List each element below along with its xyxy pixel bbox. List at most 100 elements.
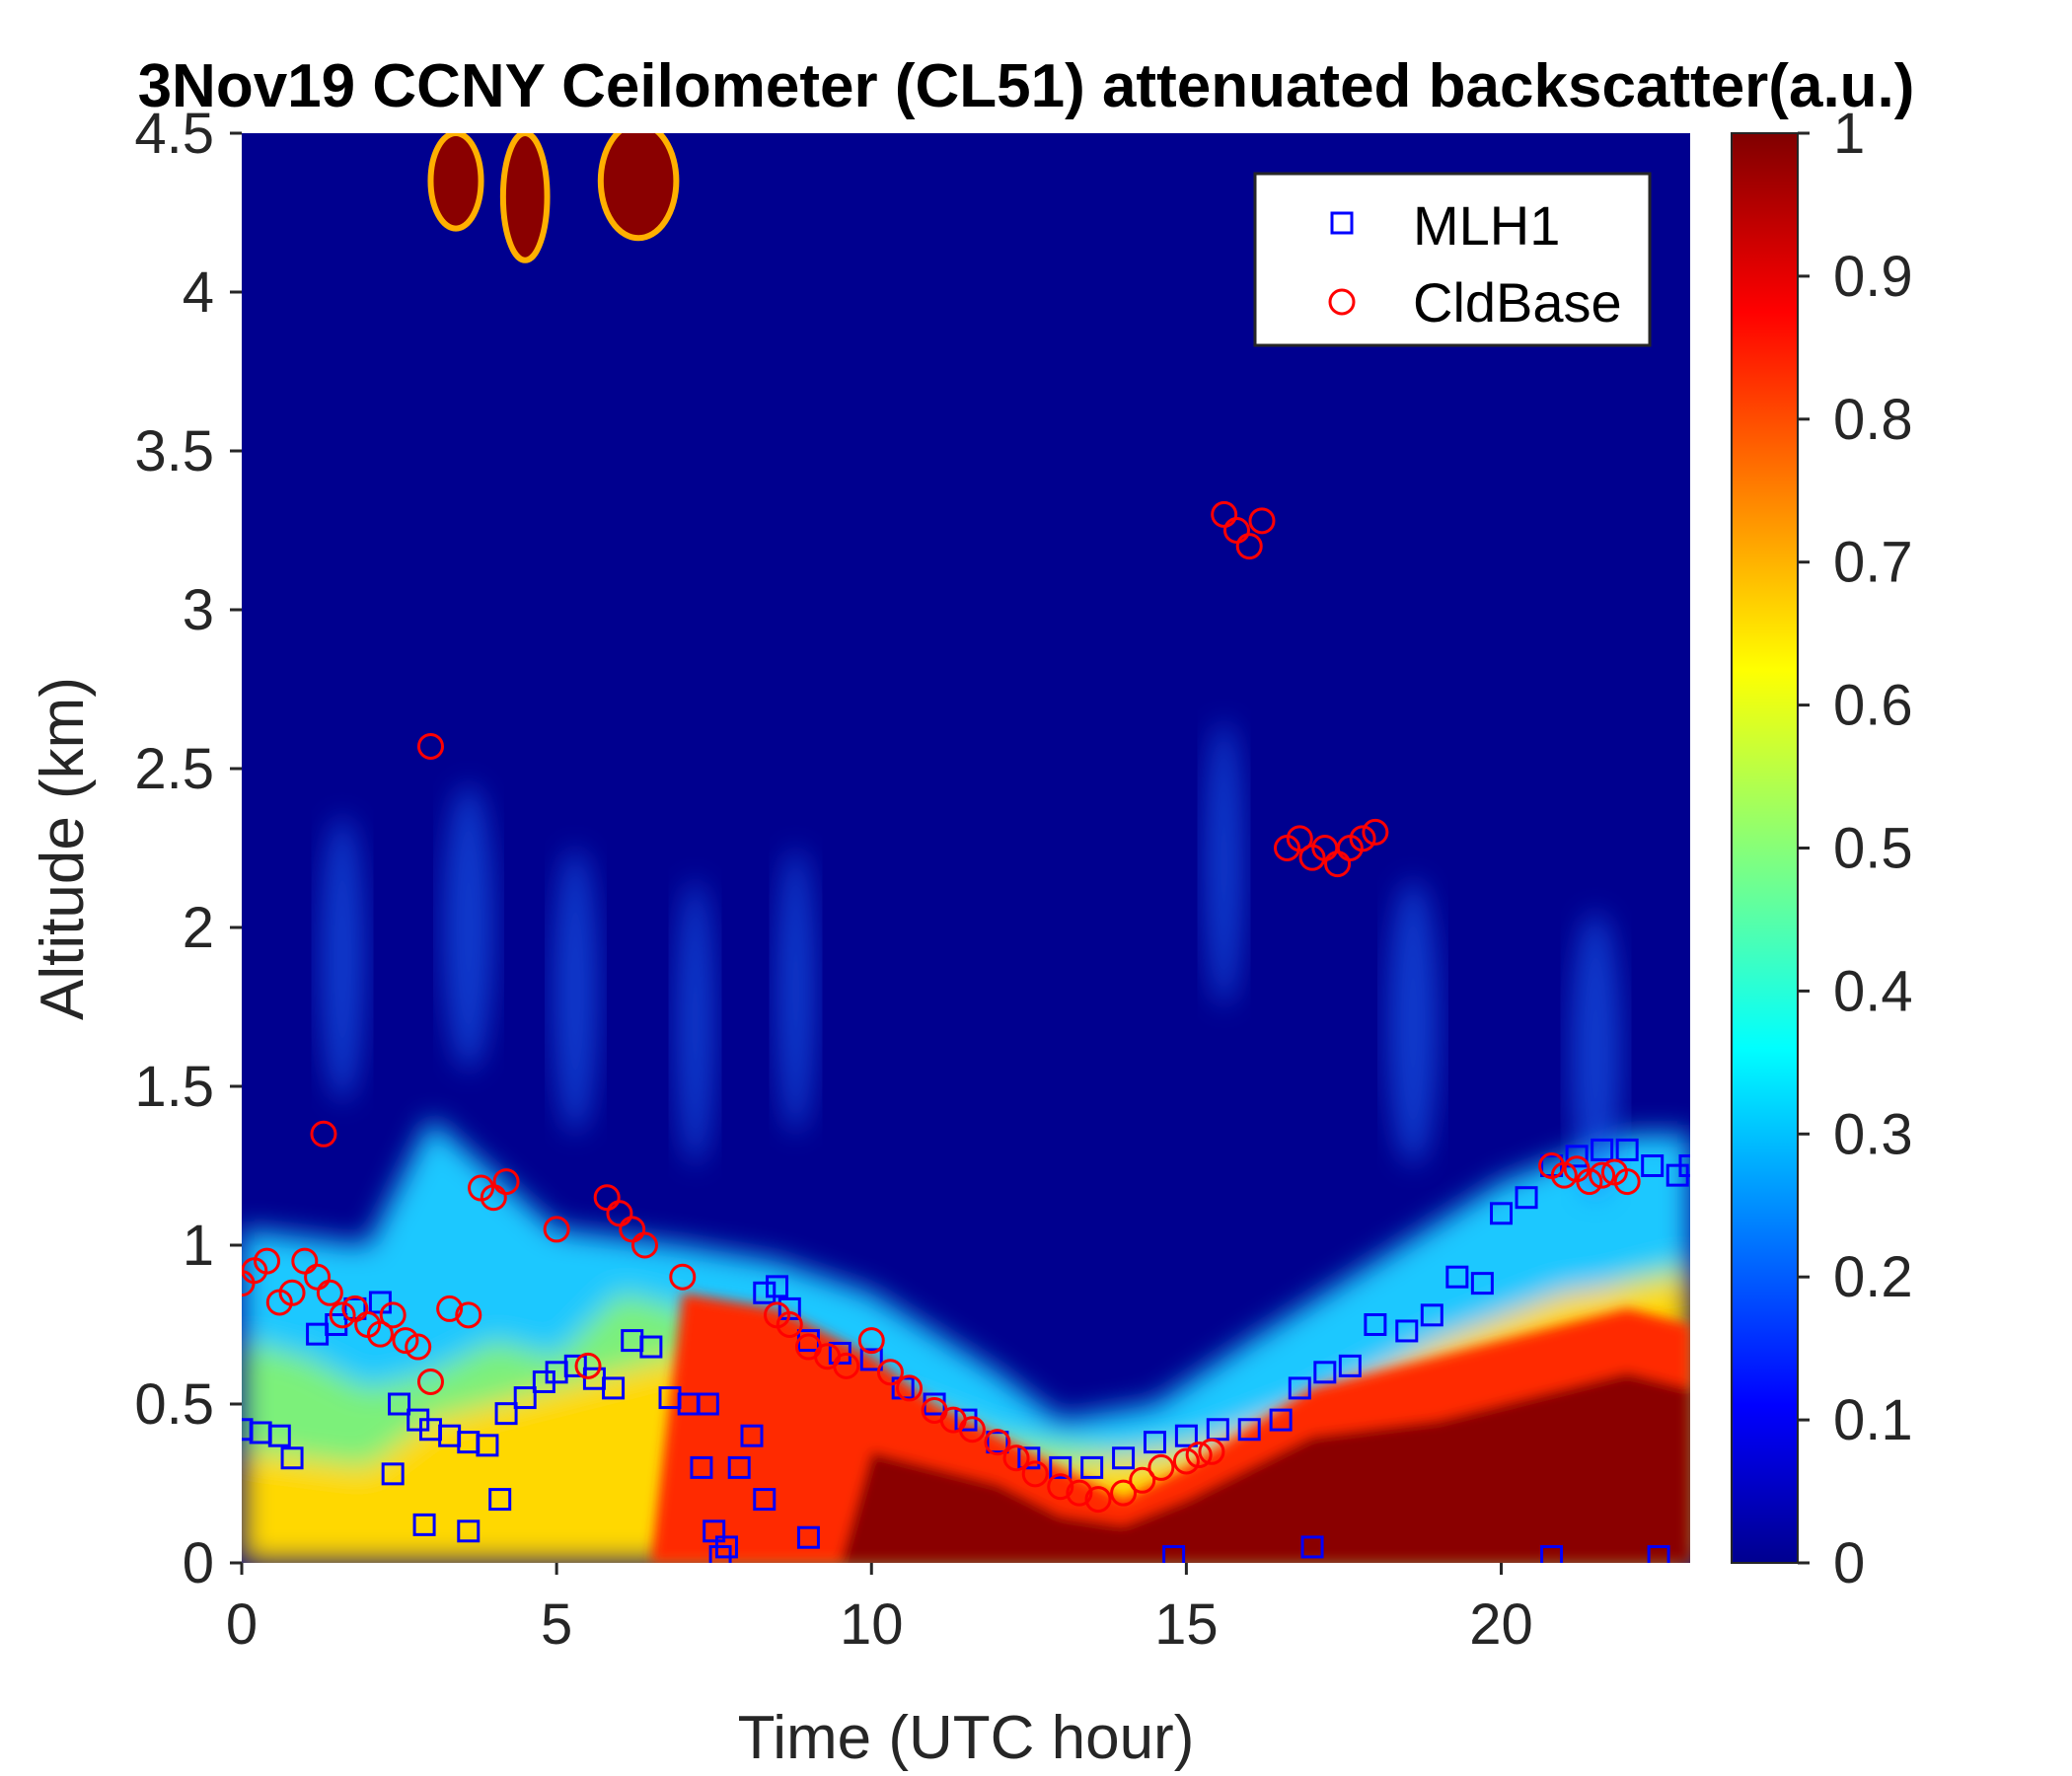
cldbase-point <box>984 1429 1011 1456</box>
mlh1-point <box>703 1519 726 1543</box>
backscatter-heatmap <box>242 133 1690 1563</box>
heatmap-aerosol-plume <box>443 784 494 1071</box>
mlh1-point <box>690 1455 713 1479</box>
mlh1-point <box>494 1402 518 1426</box>
cldbase-point <box>278 1279 306 1306</box>
mlh1-point <box>986 1431 1009 1454</box>
heatmap-aerosol-plume <box>320 816 365 1103</box>
legend-label-cldbase: CldBase <box>1413 271 1622 333</box>
cldbase-point <box>329 1301 356 1329</box>
marker-layer <box>242 500 1690 1563</box>
y-tick-label: 4 <box>183 260 214 325</box>
colorbar: 0 0.1 0.2 0.3 0.4 0.5 0.6 0.7 0.8 0.9 1 <box>1731 102 1913 1595</box>
mlh1-point <box>753 1488 777 1512</box>
mlh1-point <box>1288 1376 1311 1400</box>
colorbar-tick-label: 0.8 <box>1833 388 1913 452</box>
colorbar-tick-label: 0.5 <box>1833 817 1913 881</box>
y-tick-label: 4.5 <box>134 102 214 166</box>
y-tick-label: 1 <box>183 1214 214 1278</box>
cldbase-point <box>436 1295 464 1322</box>
cldbase-point <box>1172 1447 1200 1475</box>
legend-marker-mlh1 <box>1330 211 1354 235</box>
mlh1-point <box>740 1424 764 1447</box>
colorbar-ticks: 0 0.1 0.2 0.3 0.4 0.5 0.6 0.7 0.8 0.9 1 <box>1798 102 1913 1595</box>
y-tick-label: 0.5 <box>134 1372 214 1437</box>
heatmap-aerosol-plume <box>553 848 598 1135</box>
mlh1-point <box>753 1281 777 1304</box>
mlh1-point <box>457 1519 481 1543</box>
mlh1-point <box>1515 1186 1538 1210</box>
cldbase-point <box>1349 825 1376 852</box>
mlh1-point <box>696 1392 719 1416</box>
mlh1-point <box>727 1455 751 1479</box>
y-tick-label: 3.5 <box>134 419 214 483</box>
colorbar-tick-label: 0.3 <box>1833 1102 1913 1166</box>
colorbar-tick-label: 0.6 <box>1833 674 1913 738</box>
mlh1-point <box>1162 1545 1186 1563</box>
cldbase-point <box>1576 1168 1603 1196</box>
colorbar-gradient <box>1731 132 1799 1564</box>
mlh1-point <box>1174 1424 1198 1447</box>
mlh1-point <box>1112 1446 1136 1470</box>
cldbase-point <box>416 1368 444 1395</box>
mlh1-point <box>1647 1545 1670 1563</box>
heatmap-cirrus-patch <box>597 133 680 242</box>
cldbase-point <box>1362 818 1389 846</box>
colorbar-tick-label: 0 <box>1833 1531 1865 1595</box>
legend: MLH1 CldBase <box>1253 172 1652 347</box>
y-tick-label: 0 <box>183 1531 214 1595</box>
mlh1-point <box>1540 1545 1564 1563</box>
mlh1-point <box>1338 1354 1362 1377</box>
heatmap-aerosol-plume <box>676 879 714 1166</box>
x-tick-label: 15 <box>1154 1592 1219 1657</box>
y-tick-label: 2.5 <box>134 737 214 801</box>
mlh1-point <box>1313 1361 1337 1384</box>
mlh1-point <box>639 1335 663 1359</box>
cldbase-point <box>857 1327 885 1355</box>
mlh1-point <box>1470 1272 1494 1295</box>
cldbase-point <box>416 732 444 760</box>
heatmap-darkred-band <box>840 1371 1690 1563</box>
mlh1-point <box>1206 1418 1229 1442</box>
mlh1-point <box>1445 1265 1469 1289</box>
cldbase-point <box>1147 1453 1175 1481</box>
cldbase-point <box>1198 1438 1225 1465</box>
mlh1-point <box>1678 1154 1690 1177</box>
mlh1-point <box>563 1354 587 1377</box>
mlh1-point <box>1049 1455 1073 1479</box>
cldbase-point <box>254 1247 281 1275</box>
y-tick-label: 2 <box>183 896 214 960</box>
cldbase-point <box>1021 1460 1049 1488</box>
mlh1-point <box>488 1488 512 1512</box>
x-tick-label: 20 <box>1469 1592 1533 1657</box>
colorbar-tick-label: 0.2 <box>1833 1245 1913 1309</box>
heatmap-cirrus-patch <box>499 133 551 263</box>
mlh1-point <box>1565 1145 1589 1168</box>
cldbase-point <box>492 1168 520 1196</box>
mlh1-point <box>766 1275 789 1298</box>
cldbase-point <box>896 1374 924 1402</box>
mlh1-point <box>1143 1431 1166 1454</box>
colorbar-tick-label: 0.4 <box>1833 959 1913 1023</box>
cldbase-point <box>455 1301 482 1329</box>
cldbase-point <box>1110 1479 1138 1507</box>
mlh1-point <box>602 1376 626 1400</box>
mlh1-point <box>513 1386 537 1410</box>
cldbase-point <box>630 1231 658 1259</box>
heatmap-aerosol-plume <box>1205 720 1243 1007</box>
cldbase-point <box>1002 1444 1030 1472</box>
mlh1-point <box>280 1446 304 1470</box>
y-axis-label: Altitude (km) <box>29 677 97 1020</box>
cldbase-point <box>1185 1442 1213 1469</box>
cldbase-point <box>1047 1473 1074 1501</box>
mlh1-point <box>1591 1138 1614 1161</box>
mlh1-point <box>1364 1313 1387 1336</box>
mlh1-point <box>1615 1138 1639 1161</box>
mlh1-point <box>708 1545 732 1563</box>
cldbase-point <box>876 1359 904 1386</box>
colorbar-tick-label: 1 <box>1833 102 1865 166</box>
cldbase-point <box>1066 1479 1093 1507</box>
cldbase-point <box>405 1333 432 1361</box>
cldbase-point <box>1589 1161 1616 1189</box>
heatmap-aerosol-plume <box>1570 911 1621 1198</box>
